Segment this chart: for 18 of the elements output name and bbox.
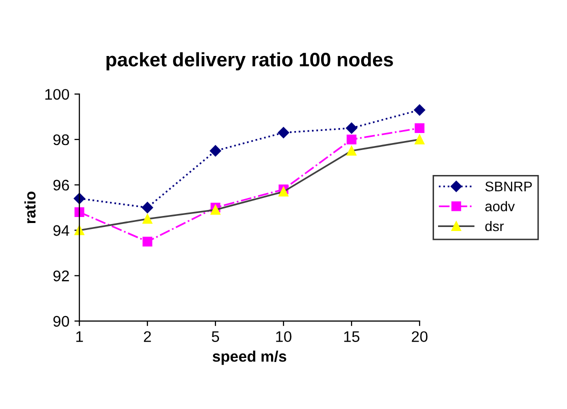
legend-label: SBNRP — [485, 182, 532, 192]
x-tick-label: 2 — [144, 331, 151, 342]
y-tick-label: 96 — [53, 180, 69, 191]
legend-label: dsr — [485, 220, 504, 232]
y-tick-label: 94 — [53, 225, 70, 236]
x-tick-label: 20 — [412, 331, 428, 342]
x-tick-label: 5 — [212, 331, 220, 342]
chart-title: packet delivery ratio 100 nodes — [106, 52, 393, 70]
legend-label: aodv — [485, 201, 515, 212]
y-axis-title: ratio — [24, 192, 36, 224]
y-tick-label: 100 — [45, 88, 70, 100]
x-axis-title: speed m/s — [212, 350, 286, 365]
x-tick-label: 10 — [276, 331, 292, 342]
x-tick-label: 15 — [344, 331, 360, 342]
y-tick-label: 90 — [53, 316, 70, 327]
x-tick-label: 1 — [76, 331, 83, 342]
y-tick-label: 92 — [53, 270, 69, 282]
y-tick-label: 98 — [53, 134, 69, 146]
